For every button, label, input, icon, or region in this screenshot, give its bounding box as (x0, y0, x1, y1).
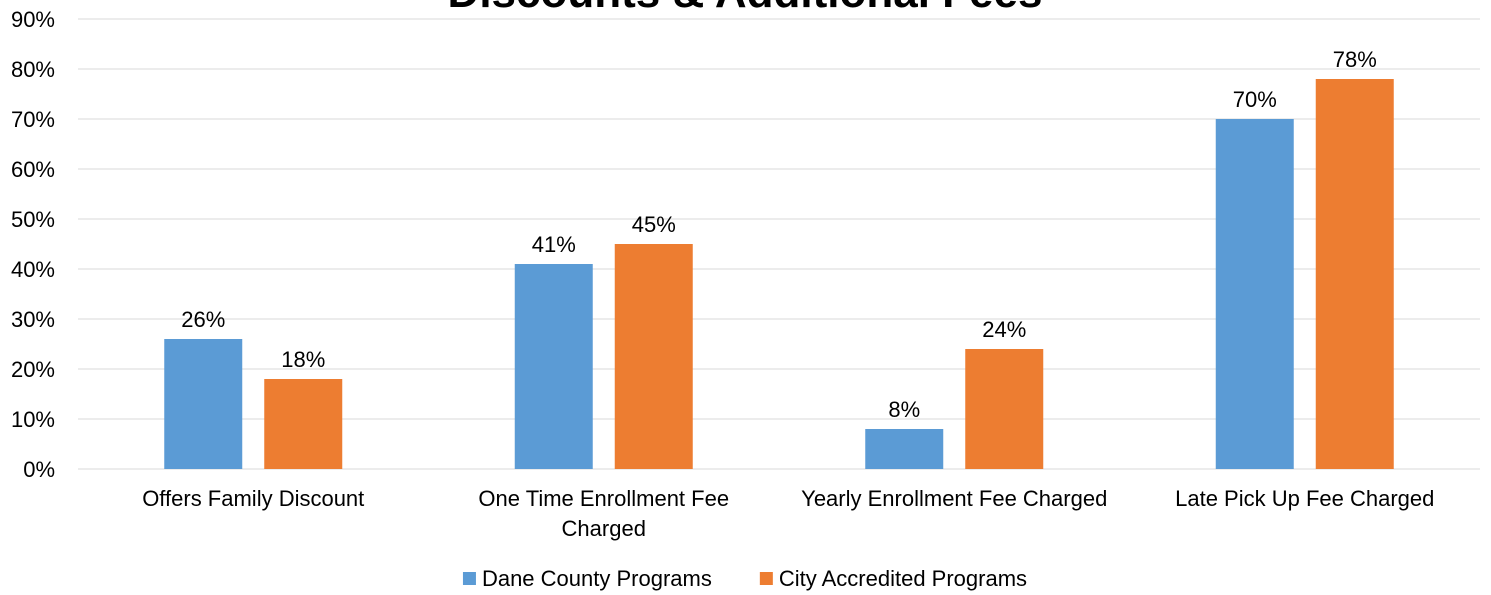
bar (865, 429, 944, 469)
legend-swatch (759, 572, 773, 585)
y-tick-label: 70% (11, 107, 55, 132)
bar (614, 244, 693, 469)
data-label: 24% (982, 317, 1026, 342)
y-tick-label: 30% (11, 307, 55, 332)
y-tick-label: 90% (11, 7, 55, 32)
data-label: 70% (1233, 87, 1277, 112)
data-label: 8% (888, 397, 920, 422)
y-tick-label: 10% (11, 407, 55, 432)
bar (264, 379, 343, 469)
data-label: 26% (181, 307, 225, 332)
y-tick-label: 20% (11, 357, 55, 382)
y-tick-label: 40% (11, 257, 55, 282)
data-label: 78% (1333, 47, 1377, 72)
y-tick-label: 60% (11, 157, 55, 182)
legend-swatch (462, 572, 476, 585)
bar (164, 339, 243, 469)
x-tick-label: Offers Family Discount (142, 486, 365, 511)
y-tick-label: 80% (11, 57, 55, 82)
y-tick-label: 50% (11, 207, 55, 232)
data-label: 18% (281, 347, 325, 372)
x-tick-label: Yearly Enrollment Fee Charged (801, 486, 1108, 511)
data-label: 45% (632, 212, 676, 237)
bar (1215, 119, 1294, 469)
y-tick-label: 0% (23, 457, 55, 482)
x-tick-label: Late Pick Up Fee Charged (1175, 486, 1435, 511)
x-tick-label: One Time Enrollment Fee Charged (478, 486, 730, 541)
chart-title: Discounts & Additional Fees (448, 0, 1043, 17)
bar (965, 349, 1044, 469)
bar (1315, 79, 1394, 469)
legend-label: City Accredited Programs (779, 566, 1027, 591)
data-label: 41% (532, 232, 576, 257)
bar (514, 264, 593, 469)
legend-label: Dane County Programs (482, 566, 712, 591)
